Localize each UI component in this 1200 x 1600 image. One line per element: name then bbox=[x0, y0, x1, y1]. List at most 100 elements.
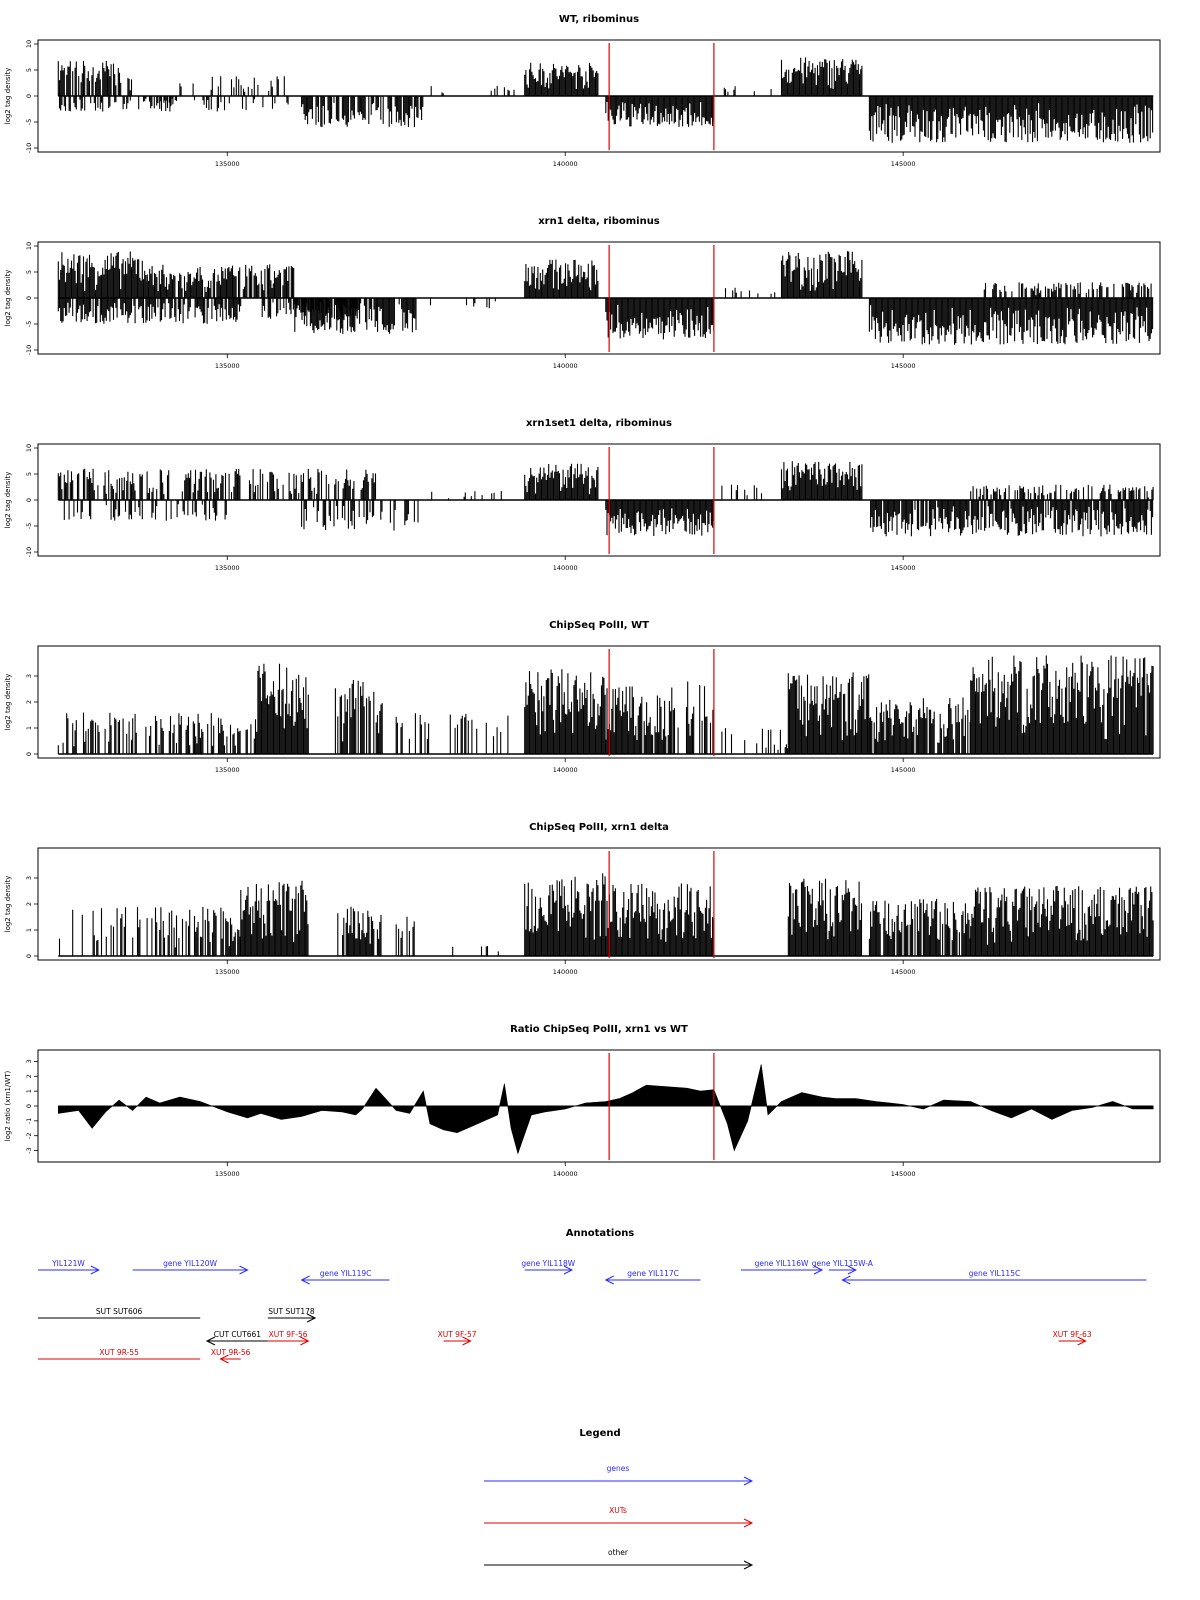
signal-bars bbox=[430, 85, 515, 96]
legend-item: genes bbox=[484, 1464, 754, 1486]
signal-bars bbox=[780, 251, 863, 298]
feature-label: YIL121W bbox=[51, 1259, 85, 1268]
signal-bars bbox=[721, 484, 763, 500]
signal-bars bbox=[721, 728, 758, 754]
feature-label: XUT 9R-55 bbox=[99, 1348, 139, 1357]
y-tick-label: -1 bbox=[25, 1118, 33, 1124]
y-axis-label: log2 ratio (xrn1/WT) bbox=[4, 1070, 12, 1141]
y-tick-label: -10 bbox=[25, 143, 33, 154]
y-tick-label: 0 bbox=[25, 498, 33, 502]
panel-title: xrn1set1 delta, ribominus bbox=[526, 418, 672, 429]
gene-feature[interactable]: gene YIL117C bbox=[604, 1269, 701, 1285]
y-tick-label: -5 bbox=[25, 321, 33, 327]
feature-label: SUT SUT178 bbox=[268, 1307, 315, 1316]
xut-feature[interactable]: XUT 9F-57 bbox=[438, 1330, 477, 1346]
feature-label: gene YIL120W bbox=[163, 1259, 217, 1268]
signal-bars bbox=[334, 680, 383, 754]
gene-feature[interactable]: gene YIL115C bbox=[841, 1269, 1147, 1285]
y-tick-label: 5 bbox=[25, 270, 33, 274]
legend-label: other bbox=[608, 1548, 629, 1557]
gene-feature[interactable]: gene YIL120W bbox=[132, 1259, 249, 1275]
signal-bars bbox=[240, 880, 309, 956]
x-tick-label: 140000 bbox=[553, 766, 578, 774]
y-axis-label: log2 tag density bbox=[4, 270, 12, 327]
signal-bars bbox=[780, 461, 863, 500]
y-tick-label: 3 bbox=[25, 1059, 33, 1063]
signal-bars bbox=[605, 500, 715, 536]
signal-bars bbox=[787, 878, 863, 956]
y-tick-label: 0 bbox=[25, 954, 33, 958]
arrowhead-left-icon bbox=[300, 1275, 310, 1285]
other-feature[interactable]: SUT SUT606 bbox=[38, 1307, 201, 1319]
y-tick-label: 1 bbox=[25, 726, 33, 730]
gene-feature[interactable]: gene YIL115W-A bbox=[812, 1259, 874, 1275]
feature-label: gene YIL119C bbox=[320, 1269, 372, 1278]
xut-feature[interactable]: XUT 9F-63 bbox=[1053, 1330, 1092, 1346]
other-feature[interactable]: SUT SUT178 bbox=[267, 1307, 317, 1323]
arrowhead-right-icon bbox=[743, 1518, 754, 1528]
legend-item: XUTs bbox=[484, 1506, 754, 1528]
other-feature[interactable]: CUT CUT661 bbox=[205, 1330, 268, 1346]
y-axis-label: log2 tag density bbox=[4, 472, 12, 529]
signal-bars bbox=[868, 697, 971, 754]
signal-bars bbox=[724, 287, 776, 298]
signal-bars bbox=[145, 264, 295, 298]
x-tick-label: 145000 bbox=[891, 564, 916, 572]
y-axis-label: log2 tag density bbox=[4, 876, 12, 933]
x-tick-label: 145000 bbox=[891, 362, 916, 370]
y-tick-label: -5 bbox=[25, 119, 33, 125]
signal-bars bbox=[524, 873, 606, 956]
legend-items: genes XUTs other bbox=[484, 1464, 754, 1570]
feature-label: gene YIL118W bbox=[521, 1259, 575, 1268]
signal-bars bbox=[57, 60, 133, 96]
gene-feature[interactable]: gene YIL118W bbox=[521, 1259, 576, 1275]
x-tick-label: 135000 bbox=[215, 362, 240, 370]
panel-title: Ratio ChipSeq PolII, xrn1 vs WT bbox=[510, 1024, 688, 1035]
signal-bars bbox=[524, 62, 599, 96]
gene-feature[interactable]: gene YIL119C bbox=[300, 1269, 390, 1285]
arrowhead-right-icon bbox=[1077, 1336, 1087, 1346]
xut-feature[interactable]: XUT 9R-55 bbox=[38, 1348, 201, 1360]
track-panel: WT, ribominus log2 tag density 10 5 0 -5 -10 13… bbox=[4, 14, 1161, 168]
signal-bars bbox=[723, 86, 772, 96]
feature-label: gene YIL115C bbox=[969, 1269, 1021, 1278]
x-tick-label: 145000 bbox=[891, 766, 916, 774]
feature-label: gene YIL117C bbox=[627, 1269, 679, 1278]
track-panel: ChipSeq PolII, xrn1 delta log2 tag densit… bbox=[4, 822, 1161, 976]
y-tick-label: 0 bbox=[25, 1104, 33, 1108]
y-tick-label: 5 bbox=[25, 68, 33, 72]
xut-feature[interactable]: XUT 9F-56 bbox=[267, 1330, 310, 1346]
x-tick-label: 145000 bbox=[891, 160, 916, 168]
feature-label: XUT 9R-56 bbox=[211, 1348, 251, 1357]
annotation-items: YIL121W gene YIL120W gene YIL119C gene YIL1… bbox=[38, 1259, 1147, 1364]
x-tick-label: 140000 bbox=[553, 160, 578, 168]
arrowhead-right-icon bbox=[306, 1313, 317, 1323]
y-tick-label: -10 bbox=[25, 547, 33, 558]
y-tick-label: 1 bbox=[25, 928, 33, 932]
annotations-section: Annotations YIL121W gene YIL120W gene YIL1… bbox=[38, 1228, 1147, 1364]
signal-bars bbox=[780, 57, 863, 96]
y-tick-label: 5 bbox=[25, 472, 33, 476]
signal-bars bbox=[868, 96, 1154, 143]
x-tick-label: 140000 bbox=[553, 362, 578, 370]
signal-bars bbox=[970, 886, 1154, 956]
y-tick-label: 0 bbox=[25, 94, 33, 98]
signal-bars bbox=[605, 883, 715, 956]
y-tick-label: 2 bbox=[25, 1074, 33, 1078]
y-tick-label: 10 bbox=[25, 242, 33, 250]
plot-frame bbox=[37, 39, 1161, 153]
signal-bars bbox=[524, 463, 599, 500]
xut-feature[interactable]: XUT 9R-56 bbox=[211, 1348, 251, 1364]
arrowhead-right-icon bbox=[743, 1476, 754, 1486]
signal-bars bbox=[449, 713, 509, 754]
signal-bars bbox=[524, 259, 599, 298]
x-tick-label: 135000 bbox=[215, 160, 240, 168]
arrowhead-right-icon bbox=[847, 1265, 857, 1275]
gene-feature[interactable]: YIL121W bbox=[38, 1259, 100, 1275]
arrowhead-right-icon bbox=[563, 1265, 574, 1275]
signal-bars bbox=[605, 686, 673, 754]
gene-feature[interactable]: gene YIL116W bbox=[740, 1259, 824, 1275]
y-tick-label: -3 bbox=[25, 1147, 33, 1153]
legend-label: XUTs bbox=[609, 1506, 627, 1515]
